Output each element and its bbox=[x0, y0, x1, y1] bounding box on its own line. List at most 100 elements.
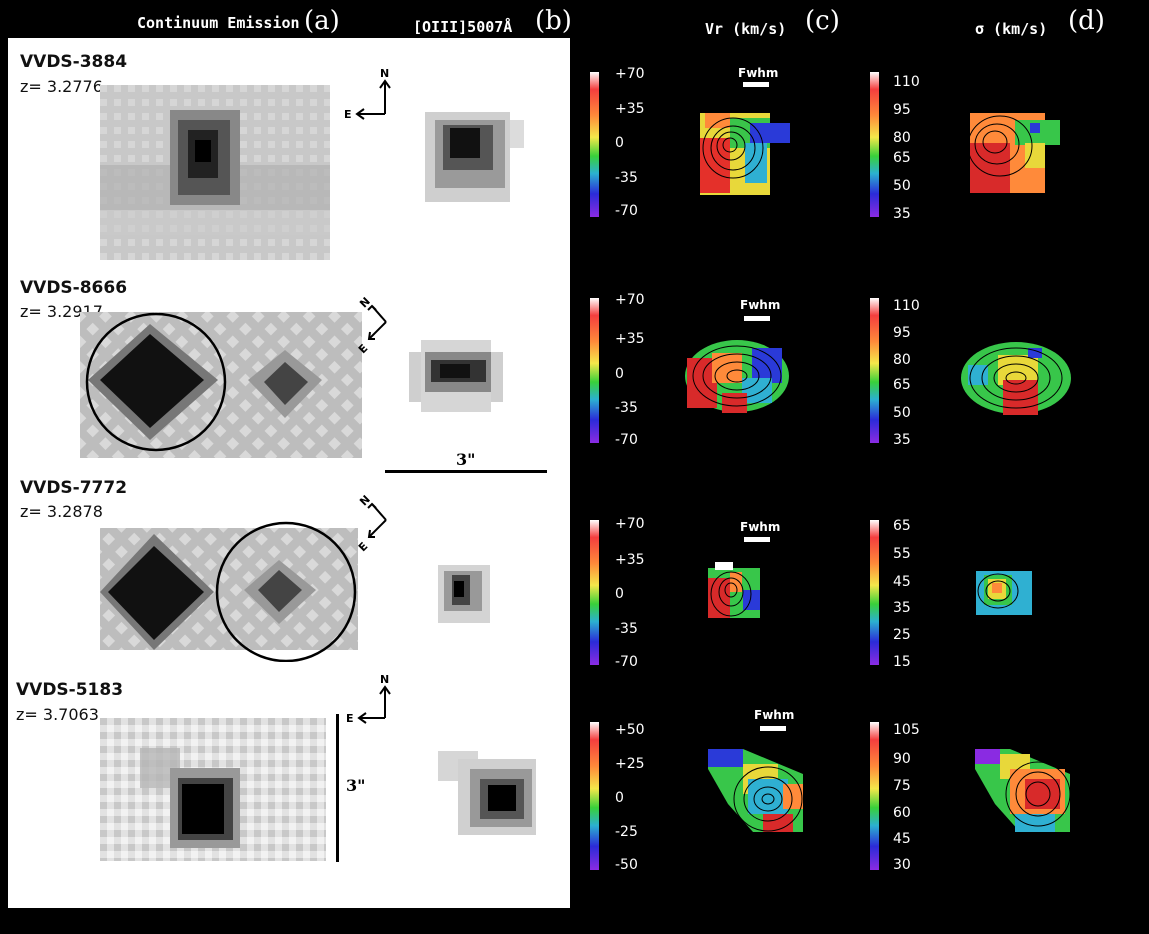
scale-bar-label-vertical: 3" bbox=[346, 776, 366, 795]
vr-tick: 0 bbox=[615, 135, 624, 151]
vr-tick: +35 bbox=[615, 331, 645, 347]
fwhm-label: Fwhm bbox=[754, 708, 795, 722]
vr-tick: 0 bbox=[615, 790, 624, 806]
galaxy-name: VVDS-3884 bbox=[20, 52, 128, 72]
svg-text:E: E bbox=[344, 108, 352, 121]
vr-tick: +70 bbox=[615, 66, 645, 82]
vr-tick: 0 bbox=[615, 586, 624, 602]
vr-tick: -70 bbox=[615, 654, 638, 670]
sigma-tick: 80 bbox=[893, 352, 911, 368]
header-continuum: Continuum Emission bbox=[137, 14, 300, 32]
vr-colorbar bbox=[590, 520, 599, 665]
velocity-map bbox=[703, 560, 768, 622]
vr-colorbar bbox=[590, 298, 599, 443]
sigma-tick: 110 bbox=[893, 74, 920, 90]
vr-tick: -50 bbox=[615, 857, 638, 873]
vr-tick: +35 bbox=[615, 552, 645, 568]
sigma-tick: 25 bbox=[893, 627, 911, 643]
vr-tick: +70 bbox=[615, 516, 645, 532]
sigma-colorbar bbox=[870, 298, 879, 443]
sigma-tick: 65 bbox=[893, 377, 911, 393]
velocity-map bbox=[695, 108, 800, 198]
oiii-image bbox=[405, 330, 510, 415]
sigma-tick: 95 bbox=[893, 102, 911, 118]
vr-tick: +50 bbox=[615, 722, 645, 738]
scale-bar-label: 3" bbox=[456, 450, 476, 469]
sigma-tick: 15 bbox=[893, 654, 911, 670]
sigma-tick: 50 bbox=[893, 405, 911, 421]
vr-tick: -35 bbox=[615, 170, 638, 186]
sigma-tick: 75 bbox=[893, 778, 911, 794]
sigma-tick: 55 bbox=[893, 546, 911, 562]
sigma-tick: 90 bbox=[893, 751, 911, 767]
sigma-tick: 95 bbox=[893, 325, 911, 341]
sigma-tick: 60 bbox=[893, 805, 911, 821]
vr-tick: -25 bbox=[615, 824, 638, 840]
header-sigma: σ (km/s) bbox=[975, 20, 1048, 38]
vr-colorbar bbox=[590, 722, 599, 870]
header-letter-d: (d) bbox=[1068, 6, 1105, 36]
fwhm-label: Fwhm bbox=[740, 520, 781, 534]
continuum-image bbox=[96, 520, 360, 662]
header-letter-b: (b) bbox=[535, 6, 572, 36]
sigma-tick: 80 bbox=[893, 130, 911, 146]
sigma-tick: 45 bbox=[893, 574, 911, 590]
sigma-tick: 105 bbox=[893, 722, 920, 738]
scale-bar-vertical bbox=[336, 714, 339, 862]
continuum-image bbox=[80, 310, 362, 458]
compass: N E bbox=[356, 292, 396, 354]
galaxy-redshift: z= 3.2776 bbox=[20, 77, 103, 96]
continuum-image bbox=[100, 718, 326, 861]
sigma-tick: 30 bbox=[893, 857, 911, 873]
svg-text:E: E bbox=[356, 342, 370, 354]
vr-tick: +25 bbox=[615, 756, 645, 772]
sigma-map bbox=[972, 565, 1038, 620]
sigma-tick: 35 bbox=[893, 600, 911, 616]
sigma-tick: 35 bbox=[893, 206, 911, 222]
header-vr: Vr (km/s) bbox=[705, 20, 787, 38]
svg-text:E: E bbox=[356, 540, 370, 552]
compass: N E bbox=[340, 68, 400, 123]
sigma-map bbox=[970, 744, 1078, 836]
sigma-colorbar bbox=[870, 722, 879, 870]
sigma-tick: 65 bbox=[893, 518, 911, 534]
header-letter-c: (c) bbox=[805, 6, 840, 36]
sigma-tick: 65 bbox=[893, 150, 911, 166]
galaxy-name: VVDS-7772 bbox=[20, 478, 128, 498]
galaxy-redshift: z= 3.2878 bbox=[20, 502, 103, 521]
sigma-tick: 110 bbox=[893, 298, 920, 314]
header-oiii: [OIII]5007Å bbox=[413, 18, 513, 36]
galaxy-redshift: z= 3.7063 bbox=[16, 705, 99, 724]
velocity-map bbox=[682, 338, 800, 420]
scale-bar bbox=[385, 470, 547, 473]
compass: N E bbox=[340, 672, 400, 727]
continuum-image bbox=[100, 85, 330, 260]
oiii-image bbox=[432, 745, 542, 840]
vr-tick: 0 bbox=[615, 366, 624, 382]
fwhm-bar bbox=[760, 726, 786, 731]
svg-text:N: N bbox=[380, 68, 389, 80]
oiii-image bbox=[415, 100, 535, 210]
fwhm-label: Fwhm bbox=[738, 66, 779, 80]
velocity-map bbox=[703, 744, 808, 836]
svg-text:E: E bbox=[346, 712, 354, 725]
vr-tick: -35 bbox=[615, 400, 638, 416]
vr-tick: +70 bbox=[615, 292, 645, 308]
compass: N E bbox=[356, 490, 396, 552]
header-letter-a: (a) bbox=[304, 6, 340, 36]
sigma-map bbox=[958, 340, 1076, 422]
fwhm-bar bbox=[744, 537, 770, 542]
vr-tick: +35 bbox=[615, 101, 645, 117]
sigma-colorbar bbox=[870, 72, 879, 217]
galaxy-name: VVDS-8666 bbox=[20, 278, 128, 298]
sigma-tick: 45 bbox=[893, 831, 911, 847]
svg-text:N: N bbox=[380, 673, 389, 686]
sigma-colorbar bbox=[870, 520, 879, 665]
sigma-map bbox=[965, 108, 1070, 198]
oiii-image bbox=[430, 555, 500, 630]
vr-tick: -35 bbox=[615, 621, 638, 637]
sigma-tick: 50 bbox=[893, 178, 911, 194]
fwhm-bar bbox=[744, 316, 770, 321]
vr-tick: -70 bbox=[615, 432, 638, 448]
vr-tick: -70 bbox=[615, 203, 638, 219]
